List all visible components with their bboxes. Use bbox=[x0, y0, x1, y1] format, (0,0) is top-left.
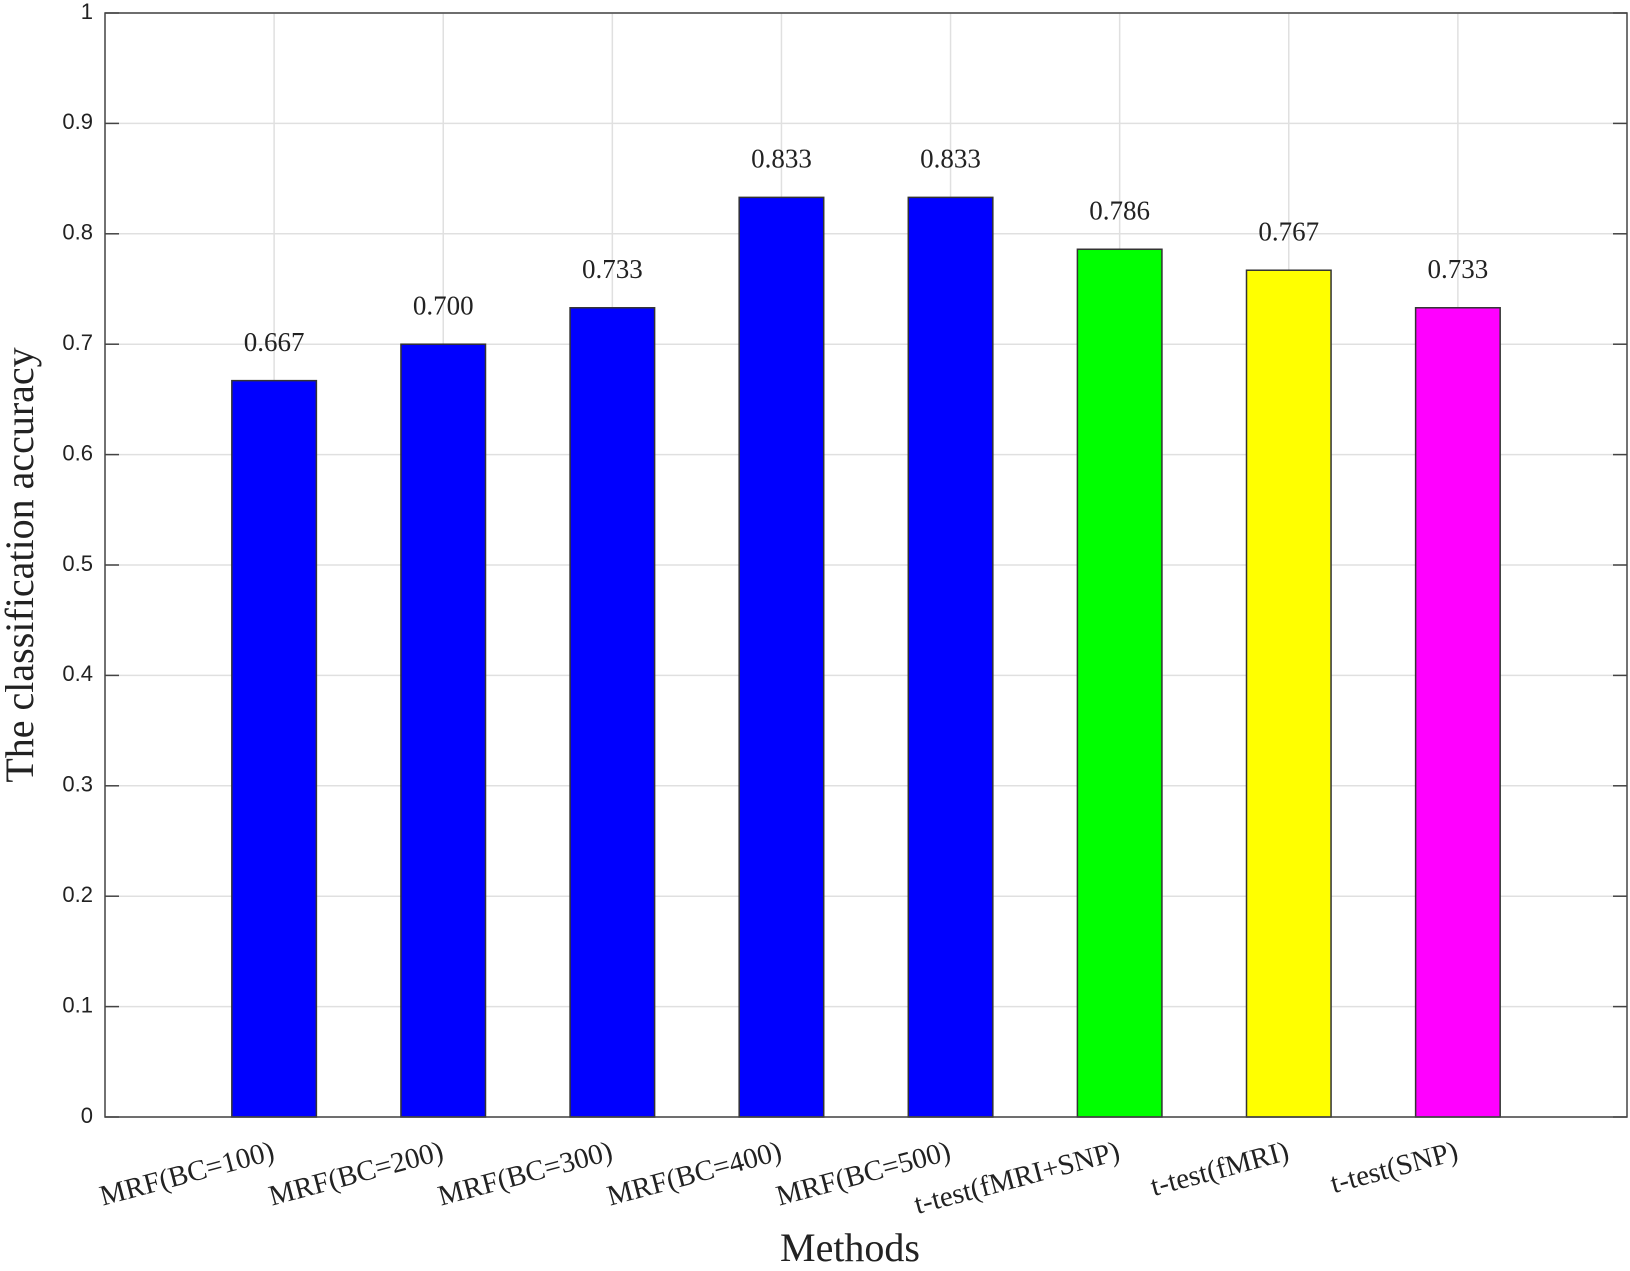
x-tick-label: t-test(SNP) bbox=[1327, 1135, 1461, 1200]
value-label: 0.833 bbox=[751, 144, 812, 174]
x-tick-label: MRF(BC=100) bbox=[96, 1135, 277, 1212]
bar bbox=[1245, 269, 1332, 1118]
bar bbox=[569, 307, 656, 1118]
y-tick-label: 0 bbox=[81, 1103, 93, 1128]
value-label: 0.733 bbox=[582, 254, 643, 284]
y-tick-label: 0.8 bbox=[62, 220, 93, 245]
y-axis-title: The classification accuracy bbox=[0, 347, 42, 782]
y-tick-label: 0.9 bbox=[62, 109, 93, 134]
y-tick-label: 1 bbox=[81, 0, 93, 24]
y-tick-label: 0.2 bbox=[62, 882, 93, 907]
value-label: 0.767 bbox=[1258, 216, 1319, 246]
value-label: 0.786 bbox=[1089, 195, 1150, 225]
y-tick-label: 0.6 bbox=[62, 440, 93, 465]
bar bbox=[1414, 307, 1501, 1118]
y-tick-label: 0.4 bbox=[62, 661, 93, 686]
y-tick-label: 0.5 bbox=[62, 551, 93, 576]
x-tick-label: MRF(BC=300) bbox=[435, 1135, 616, 1212]
x-tick-label: t-test(fMRI) bbox=[1147, 1135, 1292, 1203]
bar bbox=[400, 343, 487, 1118]
bar bbox=[231, 379, 318, 1118]
y-tick-label: 0.7 bbox=[62, 330, 93, 355]
value-label: 0.667 bbox=[244, 327, 305, 357]
y-tick-label: 0.3 bbox=[62, 772, 93, 797]
bar bbox=[738, 196, 825, 1118]
value-label: 0.700 bbox=[413, 290, 474, 320]
x-tick-label: MRF(BC=200) bbox=[265, 1135, 446, 1212]
value-label: 0.733 bbox=[1428, 254, 1489, 284]
value-label: 0.833 bbox=[920, 144, 981, 174]
bar bbox=[907, 196, 994, 1118]
x-axis-title: Methods bbox=[780, 1225, 920, 1270]
y-tick-label: 0.1 bbox=[62, 992, 93, 1017]
plot-frame bbox=[104, 12, 1628, 1118]
bar bbox=[1076, 248, 1163, 1118]
x-tick-label: MRF(BC=400) bbox=[604, 1135, 785, 1212]
